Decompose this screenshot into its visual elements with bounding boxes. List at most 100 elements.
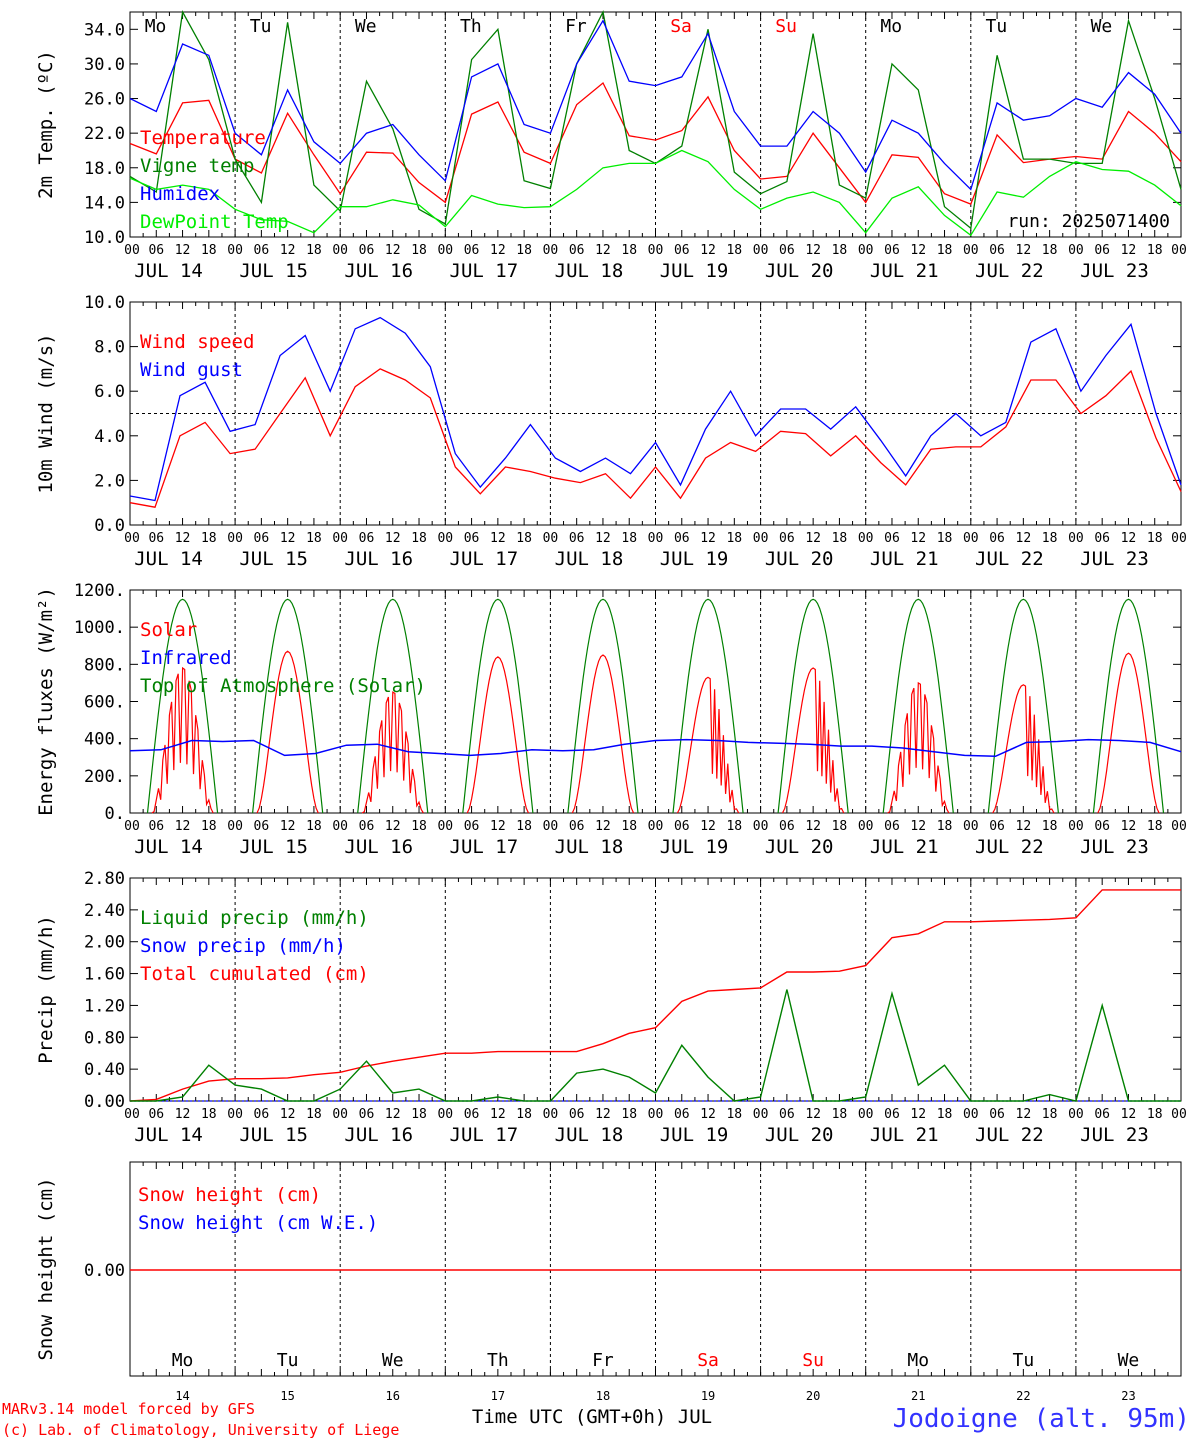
date-label: JUL 16 — [344, 548, 413, 570]
y-tick-label: 0.00 — [84, 1261, 125, 1281]
y-axis-label: 10m Wind (m/s) — [35, 333, 57, 493]
day-letter: Sa — [670, 16, 692, 37]
x-tick-label: 00 — [332, 1107, 348, 1122]
x-tick-label: 12 — [1121, 243, 1137, 258]
line-solar — [151, 650, 1160, 814]
x-tick-label: 12 — [280, 531, 296, 546]
day-letter: Tu — [986, 16, 1008, 37]
y-tick-label: 30.0 — [84, 55, 125, 75]
y-tick-label: 2.0 — [94, 471, 125, 491]
y-axis-label: 2m Temp. (ºC) — [35, 50, 57, 199]
x-tick-label: 18 — [832, 819, 848, 834]
y-tick-label: 4.0 — [94, 427, 125, 447]
x-tick-label: 00 — [963, 819, 979, 834]
x-tick-label: 12 — [700, 1107, 716, 1122]
x-tick-label: 18 — [306, 1107, 322, 1122]
date-label: JUL 19 — [660, 260, 729, 282]
day-letter: Tu — [277, 1350, 299, 1371]
x-tick-label: 00 — [858, 531, 874, 546]
day-letter: Th — [487, 1350, 509, 1371]
footer-credit-line1: MARv3.14 model forced by GFS — [2, 1400, 255, 1418]
date-label: JUL 20 — [765, 260, 834, 282]
day-number: 18 — [596, 1389, 610, 1403]
x-tick-label: 12 — [385, 1107, 401, 1122]
y-axis-label: Precip (mm/h) — [35, 915, 57, 1064]
x-tick-label: 12 — [490, 243, 506, 258]
x-tick-label: 00 — [648, 1107, 664, 1122]
x-tick-label: 12 — [175, 819, 191, 834]
x-tick-label: 18 — [621, 531, 637, 546]
y-tick-label: 2.40 — [84, 901, 125, 921]
line-infrared — [129, 738, 1182, 758]
line-wind-speed — [129, 368, 1182, 508]
footer-credit-line2: (c) Lab. of Climatology, University of L… — [2, 1421, 399, 1439]
x-tick-label: 06 — [359, 1107, 375, 1122]
date-label: JUL 16 — [344, 836, 413, 858]
date-label: JUL 17 — [450, 1124, 519, 1146]
x-tick-label: 12 — [385, 243, 401, 258]
x-tick-label: 12 — [595, 243, 611, 258]
x-tick-label: 18 — [937, 1107, 953, 1122]
x-tick-label: 06 — [1094, 531, 1110, 546]
date-label: JUL 23 — [1080, 1124, 1149, 1146]
x-tick-label: 06 — [359, 819, 375, 834]
y-tick-label: 1.20 — [84, 996, 125, 1016]
y-tick-label: 8.0 — [94, 338, 125, 358]
y-tick-label: 0.0 — [94, 516, 125, 536]
x-tick-label: 00 — [227, 243, 243, 258]
x-tick-label: 00 — [543, 1107, 559, 1122]
y-tick-label: 2.80 — [84, 869, 125, 889]
x-tick-label: 12 — [175, 1107, 191, 1122]
legend-wind-speed: Wind speed — [140, 331, 254, 353]
x-tick-label: 00 — [332, 819, 348, 834]
line-liquid-precip-mm-h- — [130, 989, 1181, 1102]
legend-snow-height-cm-w-e: Snow height (cm W.E.) — [138, 1212, 378, 1234]
x-tick-label: 12 — [385, 819, 401, 834]
x-tick-label: 12 — [1121, 1107, 1137, 1122]
x-tick-label: 06 — [779, 531, 795, 546]
day-letter: Tu — [250, 16, 272, 37]
day-letter: We — [382, 1350, 404, 1371]
y-tick-label: 800. — [84, 655, 125, 675]
day-letter: Fr — [592, 1350, 614, 1371]
day-letter: We — [355, 16, 377, 37]
line-toa-solar — [146, 598, 1165, 814]
x-tick-label: 18 — [726, 531, 742, 546]
date-label: JUL 15 — [239, 260, 308, 282]
x-tick-label: 06 — [884, 819, 900, 834]
date-label: JUL 16 — [344, 260, 413, 282]
x-tick-label: 06 — [989, 243, 1005, 258]
x-tick-label: 18 — [411, 1107, 427, 1122]
x-tick-label: 00 — [332, 243, 348, 258]
x-tick-label: 06 — [884, 531, 900, 546]
date-label: JUL 17 — [450, 836, 519, 858]
x-tick-label: 00 — [1068, 531, 1084, 546]
day-letter: Mo — [880, 16, 902, 37]
x-tick-label: 00 — [437, 819, 453, 834]
y-tick-label: 34.0 — [84, 20, 125, 40]
day-number: 22 — [1016, 1389, 1030, 1403]
day-letter: Mo — [145, 16, 167, 37]
legend-infrared: Infrared — [140, 647, 232, 669]
legend-top-of-atmosphere-solar: Top of Atmosphere (Solar) — [140, 675, 426, 697]
x-tick-label: 06 — [569, 819, 585, 834]
line-temperature — [129, 81, 1182, 205]
x-tick-label: 06 — [148, 819, 164, 834]
x-tick-label: 18 — [1042, 243, 1058, 258]
x-tick-label: 12 — [490, 1107, 506, 1122]
x-tick-label: 00 — [648, 243, 664, 258]
x-tick-label: 06 — [779, 243, 795, 258]
plot-frame — [129, 11, 1182, 238]
x-tick-label: 18 — [201, 243, 217, 258]
x-tick-label: 00 — [753, 819, 769, 834]
legend-total-cumulated-cm: Total cumulated (cm) — [140, 963, 369, 985]
legend-vigne-temp: Vigne temp — [140, 155, 254, 177]
x-tick-label: 00 — [332, 531, 348, 546]
date-label: JUL 15 — [239, 548, 308, 570]
x-tick-label: 12 — [595, 819, 611, 834]
x-tick-label: 06 — [1094, 243, 1110, 258]
y-tick-label: 1000. — [74, 618, 125, 638]
x-tick-label: 18 — [1147, 531, 1163, 546]
line-humidex — [129, 19, 1182, 191]
day-letter: Sa — [697, 1350, 719, 1371]
